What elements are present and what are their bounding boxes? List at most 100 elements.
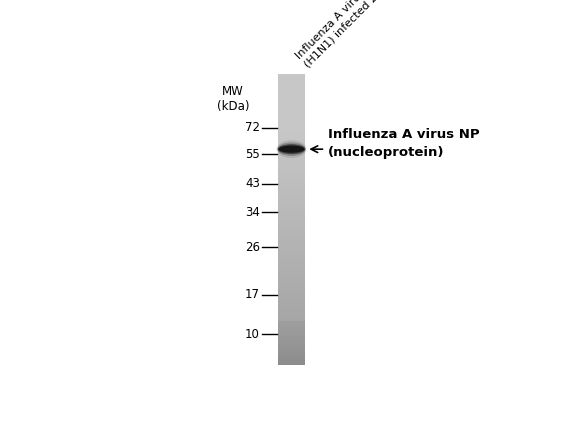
Bar bbox=[278, 278, 305, 280]
Bar bbox=[278, 323, 305, 326]
Bar bbox=[278, 103, 305, 105]
Text: MW
(kDa): MW (kDa) bbox=[217, 85, 249, 113]
Bar bbox=[278, 185, 305, 188]
Bar bbox=[278, 258, 305, 261]
Bar bbox=[278, 343, 305, 346]
Bar bbox=[278, 270, 305, 273]
Bar bbox=[278, 81, 305, 84]
Text: 26: 26 bbox=[245, 241, 260, 254]
Bar bbox=[278, 132, 305, 135]
Bar bbox=[278, 255, 305, 258]
Bar bbox=[278, 231, 305, 234]
Ellipse shape bbox=[277, 142, 306, 156]
Bar bbox=[278, 210, 305, 212]
Bar bbox=[278, 229, 305, 232]
Bar bbox=[278, 86, 305, 88]
Bar bbox=[278, 146, 305, 149]
Bar bbox=[278, 285, 305, 287]
Bar bbox=[278, 302, 305, 304]
Bar bbox=[278, 113, 305, 115]
Bar bbox=[278, 360, 305, 363]
Bar bbox=[278, 355, 305, 358]
Bar bbox=[278, 346, 305, 348]
Bar bbox=[278, 163, 305, 166]
Bar bbox=[278, 304, 305, 307]
Bar bbox=[278, 171, 305, 173]
Bar bbox=[278, 312, 305, 314]
Bar bbox=[278, 205, 305, 207]
Bar bbox=[278, 217, 305, 220]
Bar bbox=[278, 197, 305, 200]
Bar bbox=[278, 193, 305, 195]
Bar bbox=[278, 316, 305, 319]
Text: 10: 10 bbox=[245, 328, 260, 340]
Ellipse shape bbox=[276, 140, 307, 158]
Ellipse shape bbox=[278, 144, 305, 154]
Bar bbox=[278, 173, 305, 176]
Bar bbox=[278, 134, 305, 137]
Bar bbox=[278, 350, 305, 353]
Bar bbox=[278, 139, 305, 142]
Bar bbox=[278, 83, 305, 86]
Text: 55: 55 bbox=[245, 147, 260, 161]
Bar bbox=[278, 98, 305, 101]
Bar bbox=[278, 292, 305, 295]
Bar bbox=[278, 74, 305, 76]
Bar bbox=[278, 295, 305, 297]
Bar bbox=[278, 326, 305, 329]
Bar bbox=[278, 253, 305, 256]
Bar bbox=[278, 353, 305, 355]
Bar bbox=[278, 202, 305, 205]
Bar bbox=[278, 263, 305, 266]
Text: Influenza A virus lysate
(H1N1) infected 293T: Influenza A virus lysate (H1N1) infected… bbox=[294, 0, 401, 70]
Bar bbox=[278, 168, 305, 171]
Bar bbox=[278, 289, 305, 292]
Bar bbox=[278, 176, 305, 178]
Bar bbox=[278, 221, 305, 224]
Bar bbox=[278, 207, 305, 210]
Text: 34: 34 bbox=[245, 206, 260, 218]
Bar bbox=[278, 142, 305, 144]
Ellipse shape bbox=[278, 146, 304, 153]
Bar bbox=[278, 154, 305, 156]
Text: 72: 72 bbox=[245, 122, 260, 134]
Bar bbox=[278, 251, 305, 254]
Bar bbox=[278, 110, 305, 113]
Bar bbox=[278, 96, 305, 98]
Bar bbox=[278, 122, 305, 125]
Bar bbox=[278, 93, 305, 96]
Bar bbox=[278, 336, 305, 338]
Bar bbox=[278, 272, 305, 275]
Bar bbox=[278, 234, 305, 237]
Bar bbox=[278, 105, 305, 108]
Bar bbox=[278, 340, 305, 343]
Bar bbox=[278, 190, 305, 193]
Bar bbox=[278, 238, 305, 241]
Bar bbox=[278, 183, 305, 186]
Bar bbox=[278, 227, 305, 229]
Bar bbox=[278, 200, 305, 203]
Bar bbox=[278, 287, 305, 290]
Bar bbox=[278, 195, 305, 198]
Bar bbox=[278, 241, 305, 244]
Bar bbox=[278, 306, 305, 309]
Text: 17: 17 bbox=[245, 288, 260, 301]
Bar bbox=[278, 159, 305, 161]
Bar bbox=[278, 314, 305, 317]
Bar bbox=[278, 275, 305, 278]
Bar bbox=[278, 268, 305, 270]
Bar bbox=[278, 224, 305, 227]
Bar bbox=[278, 125, 305, 128]
Bar bbox=[278, 265, 305, 268]
Bar bbox=[278, 120, 305, 122]
Bar bbox=[278, 331, 305, 334]
Bar bbox=[278, 127, 305, 130]
Bar bbox=[278, 319, 305, 321]
Bar bbox=[278, 348, 305, 351]
Bar bbox=[278, 333, 305, 336]
Bar bbox=[278, 156, 305, 159]
Bar bbox=[278, 149, 305, 152]
Bar bbox=[278, 188, 305, 190]
Bar bbox=[278, 309, 305, 312]
Bar bbox=[278, 329, 305, 331]
